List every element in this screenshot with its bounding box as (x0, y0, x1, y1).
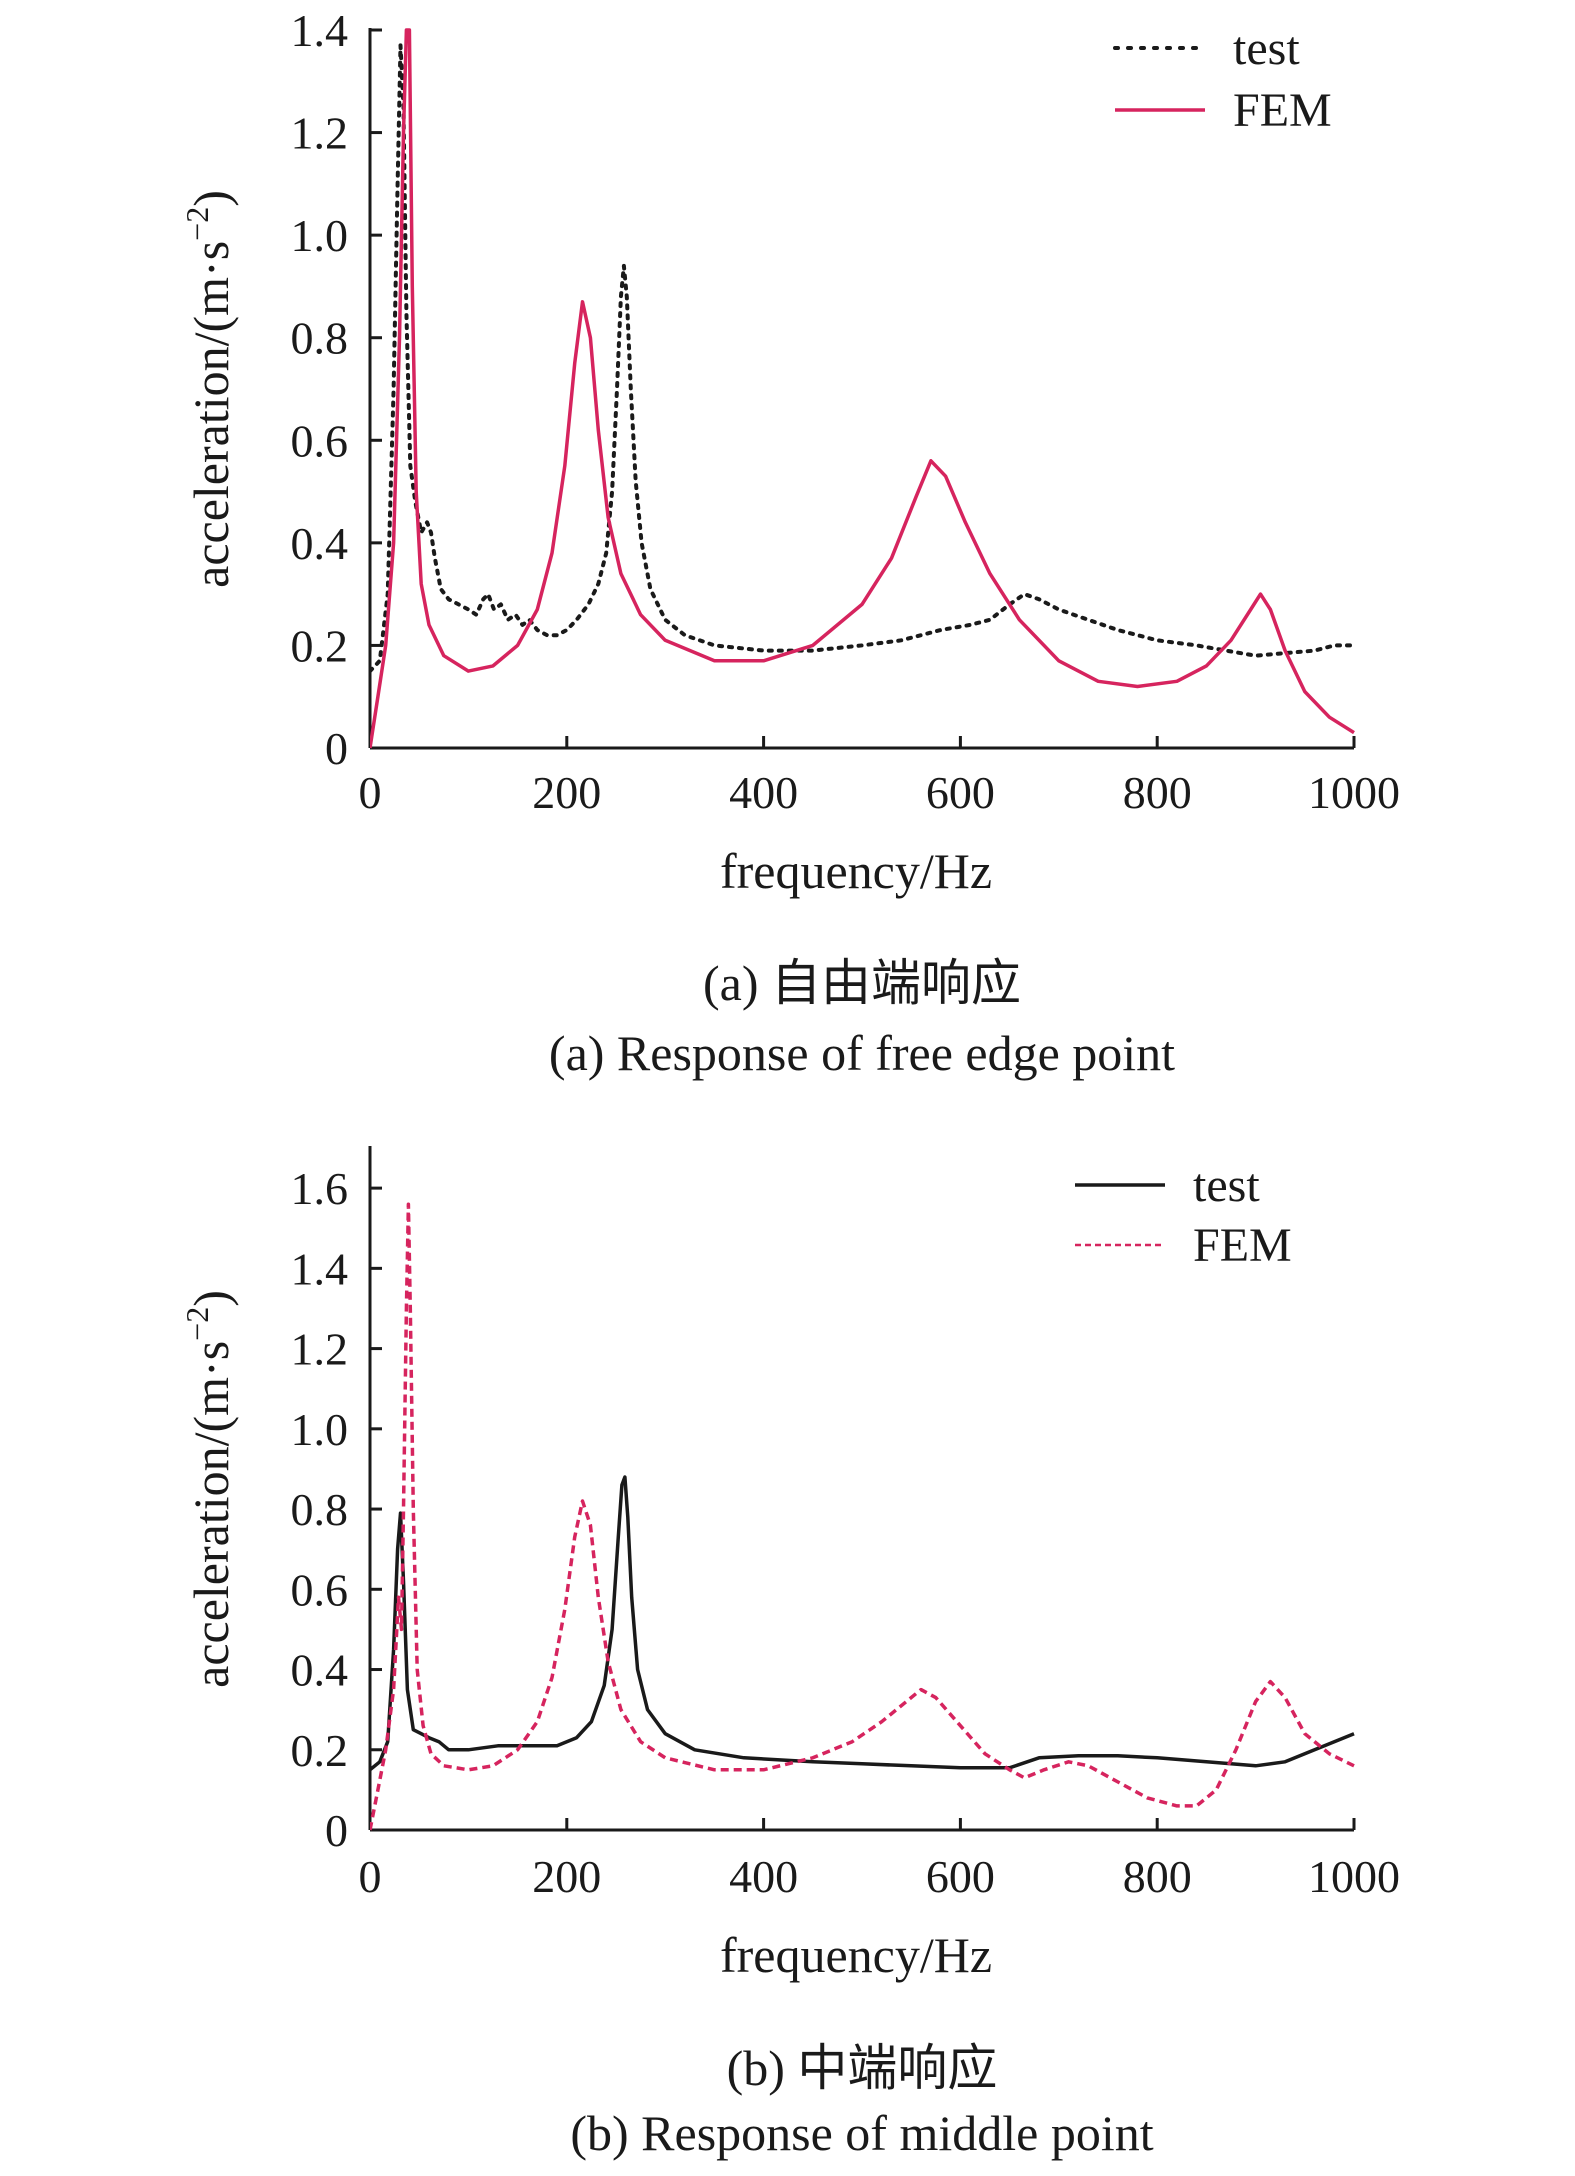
x-tick-label-a: 0 (359, 767, 382, 818)
y-tick-label-b: 1.6 (291, 1163, 349, 1214)
x-tick-label-b: 400 (729, 1851, 798, 1902)
y-tick-label-a: 1.2 (291, 108, 349, 159)
x-tick-label-b: 600 (926, 1851, 995, 1902)
x-tick-label-a: 200 (532, 767, 601, 818)
series-line-fem-a (370, 28, 1355, 749)
y-axis-label-exponent-a: −2 (179, 207, 215, 241)
y-tick-label-a: 0.2 (291, 620, 349, 671)
series-line-fem-b (370, 1202, 1355, 1831)
chart-panel-b: 0 200 400 600 800 1000 0 0.2 0.4 0.6 0.8 1.0 1.2 1.4 1… (179, 1146, 1400, 2161)
legend-label-fem-b: FEM (1193, 1219, 1292, 1272)
x-tick-label-a: 400 (729, 767, 798, 818)
y-axis-label-close-a: ) (183, 190, 239, 207)
x-tick-label-b: 200 (532, 1851, 601, 1902)
y-tick-label-b: 0.8 (291, 1484, 349, 1535)
caption-en-b: (b) Response of middle point (570, 2105, 1153, 2161)
y-tick-label-b: 0 (325, 1805, 348, 1856)
y-tick-label-a: 0 (325, 723, 348, 774)
caption-en-a: (a) Response of free edge point (549, 1025, 1175, 1081)
x-tick-label-b: 1000 (1308, 1851, 1400, 1902)
y-tick-label-a: 0.6 (291, 415, 349, 466)
x-tick-label-a: 600 (926, 767, 995, 818)
x-axis-label-b: frequency/Hz (720, 1927, 992, 1983)
y-tick-label-b: 0.2 (291, 1725, 349, 1776)
y-axis-label-text-a: acceleration/(m·s (183, 241, 239, 588)
legend-label-fem-a: FEM (1233, 84, 1332, 137)
caption-cn-a: (a) 自由端响应 (703, 955, 1021, 1011)
chart-panel-a: 0 200 400 600 800 1000 0 0.2 0.4 0.6 0.8 1.0 1.2 1.4 f… (179, 5, 1400, 1081)
x-axis-label-a: frequency/Hz (720, 843, 992, 899)
y-tick-label-b: 0.4 (291, 1645, 349, 1696)
y-tick-label-a: 0.8 (291, 313, 349, 364)
x-tick-label-a: 1000 (1308, 767, 1400, 818)
y-tick-label-a: 0.4 (291, 518, 349, 569)
y-tick-label-b: 0.6 (291, 1564, 349, 1615)
y-tick-label-b: 1.2 (291, 1324, 349, 1375)
y-axis-label-text-b: acceleration/(m·s (183, 1341, 239, 1688)
series-line-test-a (370, 43, 1356, 674)
y-axis-label-close-b: ) (183, 1290, 239, 1307)
y-axis-label-exponent-b: −2 (179, 1307, 215, 1341)
y-tick-label-a: 1.0 (291, 210, 349, 261)
legend-label-test-b: test (1193, 1159, 1260, 1212)
y-axis-label-b: acceleration/(m·s−2) (179, 1290, 239, 1688)
x-tick-label-b: 0 (359, 1851, 382, 1902)
y-tick-label-a: 1.4 (291, 5, 349, 56)
x-tick-label-b: 800 (1123, 1851, 1192, 1902)
y-tick-label-b: 1.4 (291, 1243, 349, 1294)
series-line-test-b (370, 1475, 1355, 1772)
y-tick-label-b: 1.0 (291, 1404, 349, 1455)
x-tick-label-a: 800 (1123, 767, 1192, 818)
y-axis-label-a: acceleration/(m·s−2) (179, 190, 239, 588)
legend-label-test-a: test (1233, 22, 1300, 75)
caption-cn-b: (b) 中端响应 (727, 2040, 998, 2096)
